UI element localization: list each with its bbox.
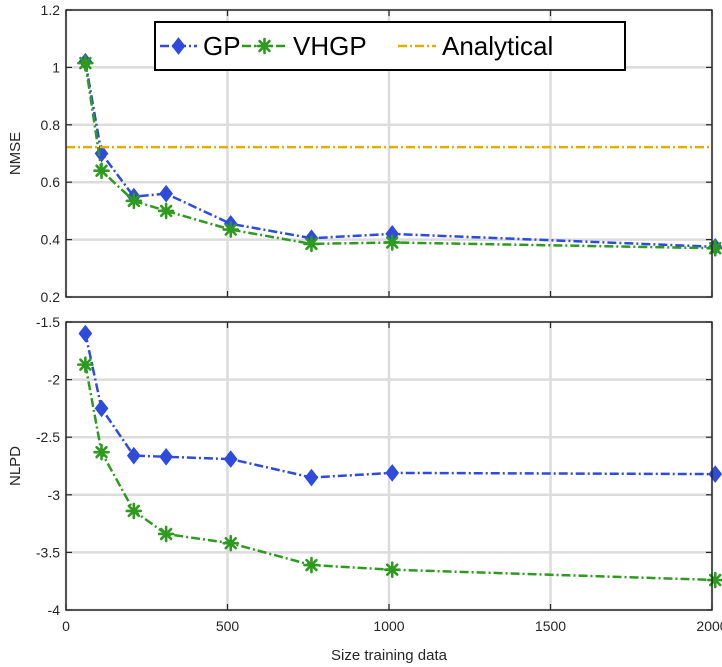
legend-label: GP xyxy=(203,31,241,61)
y-axis-label: NLPD xyxy=(7,446,24,486)
legend-entry-analytical: Analytical xyxy=(398,31,553,61)
vhgp-point xyxy=(93,162,110,180)
gp-line xyxy=(84,61,716,249)
y-tick-label: 1 xyxy=(52,59,60,75)
vhgp-point xyxy=(222,221,240,238)
vhgp-point xyxy=(222,534,240,552)
panel-nlpd: -4 -3.5 -3 -2.5 -2 -1.5 0 500 1000 1500 2000 NLPD Si… xyxy=(7,314,722,664)
gp-point xyxy=(159,447,174,466)
y-tick-label: 0.6 xyxy=(41,174,61,190)
y-tick-label: -3.5 xyxy=(36,544,60,560)
legend: GP VHGP Analytical xyxy=(154,21,626,71)
x-tick-label: 1000 xyxy=(373,618,404,634)
y-tick-label: -3 xyxy=(48,487,61,503)
legend-label: VHGP xyxy=(293,31,367,61)
y-tick-label: -2.5 xyxy=(36,429,60,445)
x-tick-label: 1500 xyxy=(535,618,566,634)
legend-entry-gp: GP xyxy=(160,31,241,61)
x-tick-label: 500 xyxy=(216,618,240,634)
x-axis-label: Size training data xyxy=(331,647,448,664)
x-tick-label: 2000 xyxy=(696,618,722,634)
legend-marker xyxy=(256,37,273,55)
gp-line xyxy=(84,333,716,479)
y-tick-label: 0.2 xyxy=(41,289,61,305)
gp-point xyxy=(78,324,93,343)
vhgp-point xyxy=(157,202,175,220)
vhgp-line xyxy=(84,62,716,250)
panel-nmse: 0.2 0.4 0.6 0.8 1 1.2 NMSE GP VHGP Analytical xyxy=(7,2,722,305)
legend-box xyxy=(154,21,626,71)
y-tick-label: -2 xyxy=(48,372,61,388)
gp-point xyxy=(126,446,141,465)
legend-entry-vhgp: VHGP xyxy=(242,31,367,61)
legend-marker xyxy=(171,37,186,55)
y-axis-label: NMSE xyxy=(7,132,24,175)
vhgp-point xyxy=(706,571,722,589)
vhgp-point xyxy=(706,239,722,257)
y-tick-label: -4 xyxy=(48,602,61,618)
vhgp-point xyxy=(303,556,320,574)
gp-point xyxy=(304,468,319,487)
vhgp-point xyxy=(125,502,143,520)
legend-label: Analytical xyxy=(442,31,553,61)
gp-point xyxy=(159,184,174,203)
vhgp-point xyxy=(125,192,143,210)
gp-point xyxy=(223,450,238,468)
vhgp-point xyxy=(77,54,94,72)
vhgp-point xyxy=(383,234,401,251)
y-tick-label: 0.4 xyxy=(41,232,61,248)
gp-point xyxy=(94,399,109,418)
vhgp-line xyxy=(84,364,716,582)
vhgp-point xyxy=(93,443,110,461)
vhgp-point xyxy=(383,561,401,578)
y-tick-label: 1.2 xyxy=(41,2,61,18)
vhgp-point xyxy=(303,235,320,253)
y-tick-label: -1.5 xyxy=(36,314,60,330)
y-tick-label: 0.8 xyxy=(41,117,61,133)
gp-point xyxy=(385,464,400,482)
vhgp-point xyxy=(77,356,94,373)
x-tick-label: 0 xyxy=(62,618,70,634)
vhgp-point xyxy=(157,525,175,543)
